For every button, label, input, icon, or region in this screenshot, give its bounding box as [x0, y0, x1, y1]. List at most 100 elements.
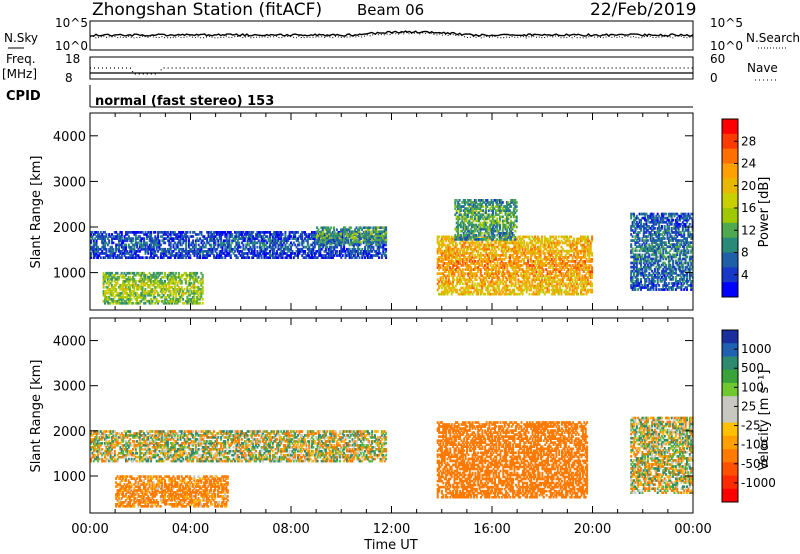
power-cell	[284, 245, 287, 249]
power-cell	[173, 256, 176, 259]
power-cell	[95, 243, 98, 247]
power-cell	[452, 247, 454, 251]
power-cell	[180, 256, 183, 259]
power-cell	[126, 239, 129, 243]
power-cell	[326, 236, 328, 240]
power-cell	[311, 254, 313, 257]
power-cell	[371, 235, 374, 238]
power-cell	[189, 275, 192, 279]
power-cell	[256, 256, 259, 259]
power-cell	[436, 262, 439, 265]
power-cell	[439, 251, 442, 255]
power-cell	[481, 253, 484, 257]
power-cell	[358, 228, 361, 232]
power-cell	[442, 282, 445, 286]
power-cell	[447, 258, 450, 261]
power-cell	[274, 237, 277, 240]
power-cell	[468, 286, 471, 290]
power-cell	[322, 256, 325, 259]
power-cell	[161, 271, 164, 275]
power-cell	[179, 252, 182, 255]
power-cell	[333, 226, 335, 230]
power-cell	[130, 293, 133, 297]
power-cell	[94, 241, 97, 245]
power-cell	[124, 285, 127, 289]
power-cell	[457, 251, 460, 255]
power-cell	[112, 297, 115, 301]
power-cell	[106, 291, 109, 295]
power-cell	[248, 237, 250, 240]
power-cell	[263, 237, 266, 240]
power-cell	[110, 283, 113, 287]
power-cell	[204, 243, 207, 247]
power-cell	[369, 240, 372, 244]
power-cell	[294, 252, 297, 255]
power-cell	[285, 237, 288, 240]
power-cell	[452, 284, 454, 288]
power-cell	[470, 256, 473, 259]
power-cell	[126, 301, 129, 305]
power-cell	[185, 231, 188, 234]
power-cell	[486, 253, 489, 257]
power-cell	[305, 245, 308, 249]
power-cell	[115, 245, 118, 249]
power-cell	[109, 291, 112, 295]
power-cell	[154, 277, 157, 281]
power-cell	[340, 234, 342, 238]
power-cell	[457, 258, 460, 261]
power-cell	[186, 295, 189, 299]
power-cell	[179, 297, 182, 301]
power-cell	[229, 247, 232, 251]
power-cell	[288, 231, 291, 234]
power-cell	[263, 254, 266, 257]
power-cell	[283, 241, 285, 245]
power-cell	[92, 252, 95, 255]
power-cell	[148, 235, 151, 238]
power-cell	[460, 243, 463, 247]
power-cell	[127, 285, 130, 289]
power-cell	[262, 241, 264, 245]
power-cell	[460, 258, 463, 261]
power-cell	[450, 251, 453, 255]
power-cell	[105, 281, 108, 285]
power-cell	[159, 243, 162, 247]
power-cell	[468, 243, 471, 247]
power-cell	[197, 281, 200, 285]
power-cell	[292, 241, 295, 245]
power-cell	[313, 237, 316, 240]
power-cell	[256, 254, 259, 257]
power-cell	[348, 247, 351, 251]
power-cell	[105, 241, 108, 245]
power-cell	[249, 233, 252, 236]
power-cell	[105, 275, 108, 279]
power-cell	[134, 281, 137, 285]
power-cell	[453, 268, 456, 271]
power-cell	[137, 231, 140, 234]
power-cell	[110, 277, 113, 281]
power-cell	[137, 273, 140, 277]
power-cell	[232, 237, 235, 240]
power-cell	[231, 250, 234, 253]
power-cell	[129, 254, 132, 257]
power-cell	[94, 231, 97, 234]
power-cell	[259, 241, 262, 245]
power-cell	[299, 250, 302, 253]
power-cell	[344, 230, 347, 234]
power-cell	[461, 251, 464, 255]
power-cell	[500, 292, 503, 296]
power-cell	[297, 254, 299, 257]
power-cell	[124, 283, 127, 287]
power-cell	[249, 252, 252, 255]
power-cell	[90, 239, 92, 243]
power-cell	[450, 241, 453, 245]
power-cell	[201, 254, 204, 257]
power-cell	[358, 252, 361, 255]
power-cell	[305, 254, 308, 257]
power-cell	[165, 295, 168, 299]
power-cell	[342, 230, 345, 234]
power-cell	[133, 233, 136, 236]
power-cell	[220, 235, 223, 238]
power-cell	[104, 252, 106, 255]
power-cell	[496, 260, 499, 263]
power-cell	[190, 291, 193, 295]
